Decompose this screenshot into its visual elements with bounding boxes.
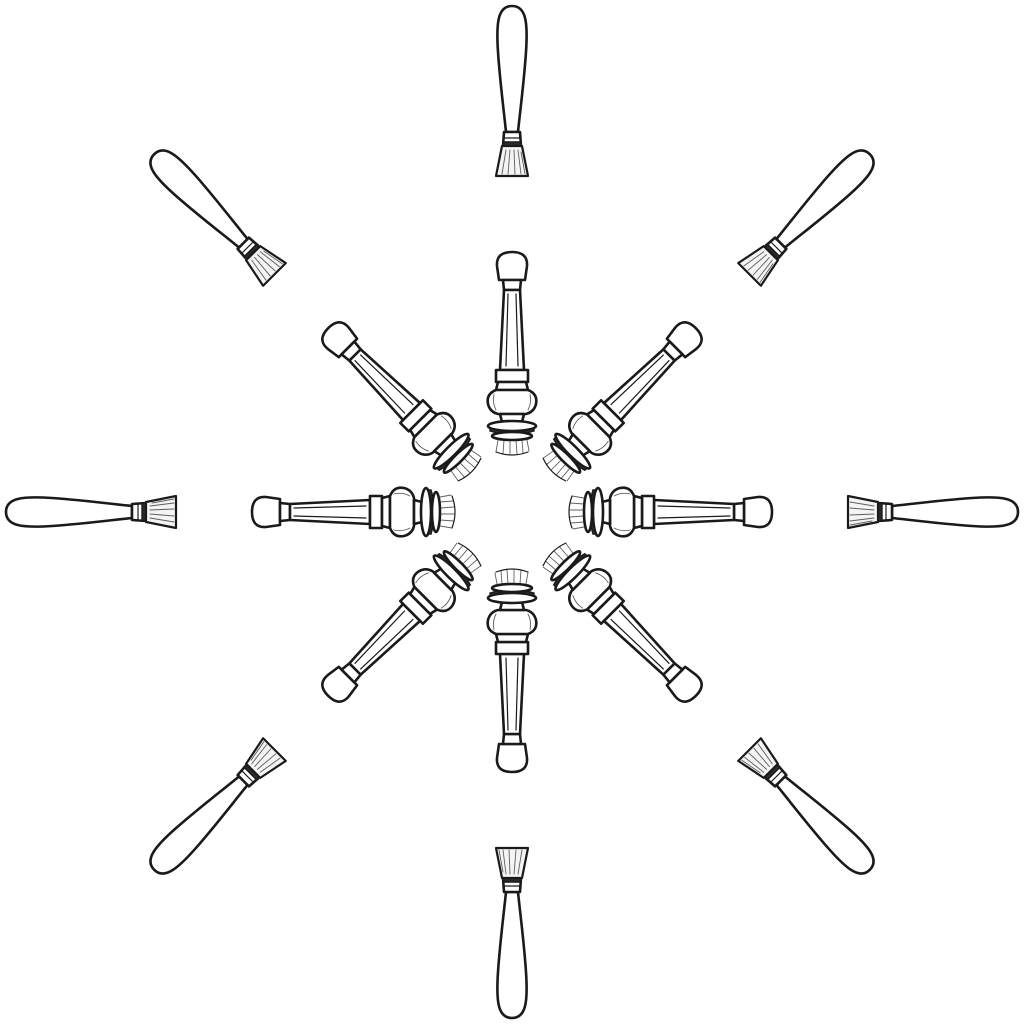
fluted-column-icon — [533, 533, 715, 715]
brush-icon — [4, 494, 178, 530]
fluted-column-icon — [533, 309, 715, 491]
column-ring — [250, 250, 774, 774]
brush-icon — [494, 846, 530, 1020]
brush-icon — [736, 736, 883, 883]
fluted-column-icon — [309, 309, 491, 491]
brush-ring — [4, 4, 1020, 1020]
fluted-column-icon — [486, 567, 538, 774]
brush-icon — [736, 141, 883, 288]
fluted-column-icon — [486, 250, 538, 457]
fluted-column-icon — [309, 533, 491, 715]
fluted-column-icon — [250, 486, 457, 538]
fluted-column-icon — [567, 486, 774, 538]
brush-icon — [494, 4, 530, 178]
brush-icon — [141, 736, 288, 883]
brush-icon — [846, 494, 1020, 530]
brush-icon — [141, 141, 288, 288]
